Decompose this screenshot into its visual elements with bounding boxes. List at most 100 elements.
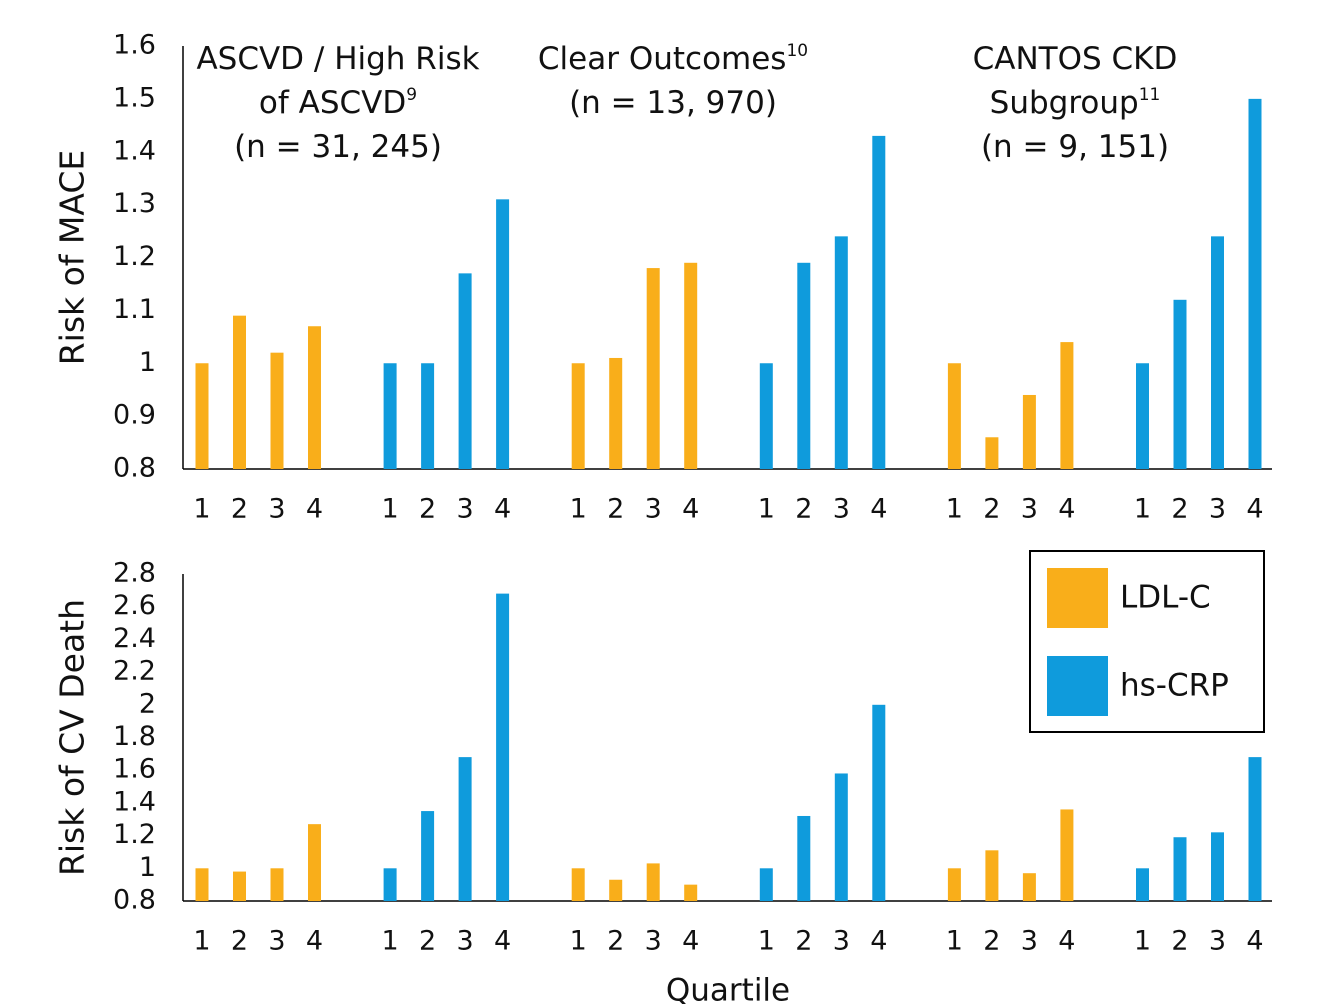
x-tick-label: 2 — [1171, 926, 1188, 957]
bar — [233, 871, 246, 901]
legend-swatch — [1047, 568, 1108, 628]
x-tick-label: 1 — [570, 494, 587, 525]
x-tick-label: 3 — [1209, 494, 1226, 525]
y-tick-label: 2.4 — [113, 623, 156, 654]
study-name: ASCVD / High Risk of ASCVD — [196, 41, 480, 121]
bar — [872, 135, 886, 469]
study-title: Clear Outcomes10 (n = 13, 970) — [483, 37, 863, 125]
study-title: CANTOS CKD Subgroup11 (n = 9, 151) — [930, 37, 1220, 169]
y-axis-label: Risk of CV Death — [53, 599, 92, 876]
study-name: Clear Outcomes — [537, 41, 787, 77]
x-tick-label: 3 — [1021, 926, 1038, 957]
bar — [609, 357, 623, 469]
y-tick-label: 1.6 — [113, 30, 156, 61]
bar — [1211, 236, 1224, 469]
bar — [947, 868, 961, 901]
bar — [1248, 757, 1262, 901]
x-tick-label: 4 — [870, 926, 887, 957]
legend: LDL-C hs-CRP — [1029, 550, 1265, 733]
bar — [270, 868, 284, 901]
bar — [1060, 809, 1074, 901]
x-tick-label: 4 — [306, 926, 323, 957]
x-tick-label: 4 — [1246, 494, 1263, 525]
bar — [1060, 342, 1074, 469]
bar — [1248, 98, 1262, 469]
y-tick-label: 2 — [139, 688, 156, 719]
x-tick-label: 3 — [833, 494, 850, 525]
bar — [458, 273, 472, 469]
x-tick-label: 2 — [607, 926, 624, 957]
bar — [233, 315, 246, 469]
bar — [496, 593, 510, 901]
bar — [834, 236, 848, 469]
x-tick-label: 2 — [795, 494, 812, 525]
bar — [383, 363, 397, 469]
bar — [759, 363, 773, 469]
x-tick-label: 1 — [382, 494, 399, 525]
study-ref: 11 — [1138, 85, 1161, 105]
x-tick-label: 1 — [1134, 926, 1151, 957]
bar — [421, 811, 435, 901]
bar — [1022, 873, 1036, 901]
x-tick-label: 2 — [983, 494, 1000, 525]
x-tick-label: 1 — [193, 926, 210, 957]
x-tick-label: 3 — [645, 926, 662, 957]
bar — [1136, 868, 1149, 901]
bar — [834, 773, 848, 901]
y-tick-label: 1.6 — [113, 754, 156, 785]
y-tick-label: 0.8 — [113, 453, 156, 484]
x-tick-label: 4 — [870, 494, 887, 525]
y-tick-label: 1.8 — [113, 721, 156, 752]
bar — [421, 363, 435, 469]
y-tick-label: 1 — [139, 347, 156, 378]
bar — [1136, 363, 1149, 469]
y-tick-label: 2.2 — [113, 656, 156, 687]
x-tick-label: 4 — [1058, 926, 1075, 957]
x-tick-label: 2 — [607, 494, 624, 525]
y-tick-label: 0.8 — [113, 885, 156, 916]
x-tick-label: 4 — [682, 926, 699, 957]
y-tick-label: 1 — [139, 852, 156, 883]
y-tick-label: 1.5 — [113, 82, 156, 113]
x-tick-label: 2 — [419, 494, 436, 525]
study-ref: 10 — [786, 41, 809, 61]
bar — [797, 815, 811, 901]
bar — [609, 879, 623, 901]
x-tick-label: 4 — [1058, 494, 1075, 525]
x-tick-label: 2 — [231, 494, 248, 525]
x-tick-label: 1 — [193, 494, 210, 525]
bar — [985, 850, 999, 901]
study-ref: 9 — [406, 85, 418, 105]
x-tick-label: 3 — [457, 494, 474, 525]
legend-swatch — [1047, 656, 1108, 716]
bar — [872, 704, 886, 901]
y-tick-label: 1.4 — [113, 135, 156, 166]
x-tick-label: 3 — [268, 926, 285, 957]
bar — [1022, 394, 1036, 469]
x-tick-label: 2 — [419, 926, 436, 957]
x-tick-label: 3 — [457, 926, 474, 957]
bar — [308, 824, 321, 901]
study-n: (n = 13, 970) — [569, 85, 777, 121]
bar — [571, 363, 585, 469]
study-title: ASCVD / High Risk of ASCVD9 (n = 31, 245) — [188, 37, 488, 169]
bar — [383, 868, 397, 901]
x-tick-label: 2 — [231, 926, 248, 957]
bar — [571, 868, 585, 901]
bar — [1173, 299, 1187, 469]
x-tick-label: 2 — [795, 926, 812, 957]
x-tick-label: 3 — [645, 494, 662, 525]
bar — [270, 352, 284, 469]
y-tick-label: 1.3 — [113, 188, 156, 219]
bar — [646, 268, 660, 469]
x-tick-label: 4 — [1246, 926, 1263, 957]
bar — [195, 363, 209, 469]
study-n: (n = 31, 245) — [234, 129, 442, 165]
x-tick-label: 1 — [570, 926, 587, 957]
x-tick-label: 1 — [382, 926, 399, 957]
x-tick-label: 1 — [946, 494, 963, 525]
x-tick-label: 1 — [946, 926, 963, 957]
bar — [1173, 837, 1187, 901]
